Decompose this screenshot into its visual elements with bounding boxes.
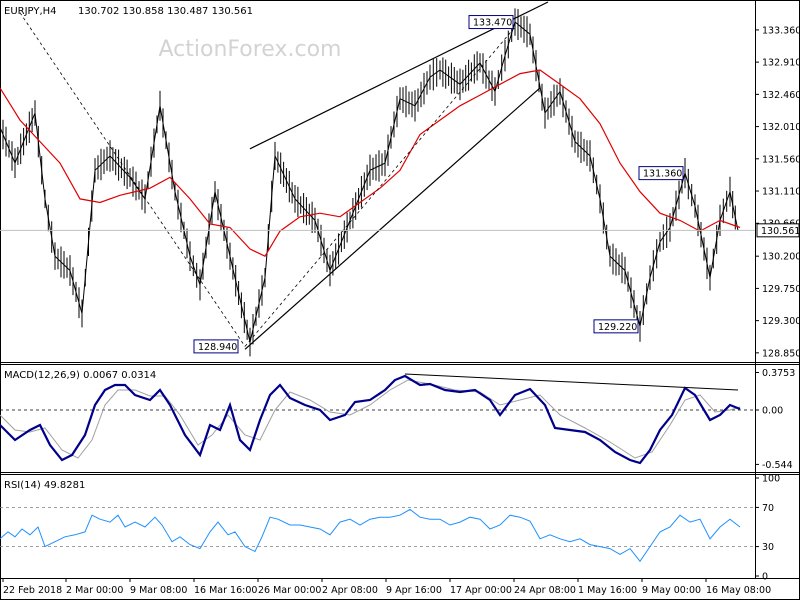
- price-callout-label: 131.360: [643, 169, 682, 180]
- time-tick-label: 17 Apr 00:00: [450, 585, 512, 596]
- macd-indicator: 0.3753 0.00 -0.544: [0, 368, 795, 471]
- price-tick-label: 129.750: [762, 284, 800, 295]
- time-tick-label: 2 Apr 08:00: [322, 585, 378, 596]
- rsi-line: [0, 508, 741, 563]
- price-series: [0, 1, 741, 357]
- price-callout-box: [593, 319, 639, 334]
- price-callout-label: 128.940: [198, 342, 237, 353]
- price-tick-label: 131.560: [762, 154, 800, 165]
- macd-label: MACD(12,26,9) 0.0067 0.0314: [4, 370, 156, 381]
- macd-main-line: [0, 374, 741, 465]
- macd-tick-label: 0.3753: [762, 368, 795, 379]
- price-callout-label: 133.470: [473, 18, 512, 29]
- trendline: [244, 87, 541, 350]
- price-tick-label: 130.200: [762, 252, 800, 263]
- price-callouts: 133.470 131.360 129.220 128.940: [193, 15, 684, 354]
- watermark: ActionForex.com: [159, 37, 342, 62]
- price-tick-label: 132.460: [762, 90, 800, 101]
- time-tick-label: 1 May 16:00: [578, 585, 637, 596]
- rsi-label: RSI(14) 49.8281: [4, 480, 85, 491]
- macd-tick-label: 0.00: [762, 406, 783, 417]
- price-callout-box: [193, 339, 239, 354]
- current-price-label: 130.561: [761, 226, 800, 237]
- price-tick-label: 129.300: [762, 316, 800, 327]
- time-tick-label: 16 Mar 16:00: [194, 585, 257, 596]
- time-tick-label: 9 May 00:00: [642, 585, 701, 596]
- rsi-indicator: 100 70 30 0: [0, 474, 780, 583]
- price-tick-label: 131.110: [762, 187, 800, 198]
- rsi-tick-label: 100: [762, 474, 780, 485]
- price-callout-box: [468, 15, 514, 30]
- time-tick-label: 16 May 08:00: [706, 585, 771, 596]
- macd-tick-label: -0.544: [762, 460, 793, 471]
- time-tick-label: 2 Mar 00:00: [66, 585, 123, 596]
- ohlc-header: 130.702 130.858 130.487 130.561: [78, 6, 253, 17]
- price-tick-label: 132.910: [762, 58, 800, 69]
- macd-trendline: [404, 373, 739, 391]
- rsi-tick-label: 0: [762, 572, 768, 583]
- time-tick-label: 9 Apr 16:00: [386, 585, 442, 596]
- moving-average-line: [0, 69, 741, 257]
- time-tick-label: 24 Apr 08:00: [514, 585, 576, 596]
- symbol-header: EURJPY,H4: [4, 6, 57, 17]
- time-tick-label: 22 Feb 2018: [3, 585, 62, 596]
- macd-signal-line: [0, 379, 741, 459]
- price-callout-label: 129.220: [598, 322, 637, 333]
- price-callout-box: [638, 166, 684, 181]
- price-tick-label: 133.360: [762, 25, 800, 36]
- time-tick-label: 9 Mar 08:00: [130, 585, 187, 596]
- price-tick-label: 128.850: [762, 348, 800, 359]
- trendline: [244, 26, 516, 347]
- rsi-tick-label: 30: [762, 542, 774, 553]
- time-tick-label: 26 Mar 00:00: [258, 585, 321, 596]
- price-tick-label: 132.010: [762, 122, 800, 133]
- current-price-box: [756, 223, 800, 238]
- rsi-tick-label: 70: [762, 503, 774, 514]
- trendline: [19, 12, 246, 347]
- time-axis: 22 Feb 2018 2 Mar 00:00 9 Mar 08:00 16 Mar …: [2, 578, 771, 596]
